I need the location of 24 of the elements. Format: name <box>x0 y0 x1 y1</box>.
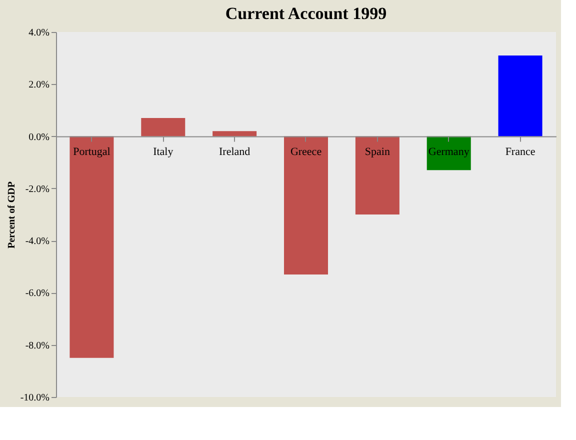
x-tick-label: Germany <box>428 146 470 158</box>
x-tick-label: France <box>505 146 536 158</box>
y-tick-label: -6.0% <box>25 288 50 300</box>
y-tick-label: 4.0% <box>28 28 50 38</box>
bar <box>426 136 471 170</box>
y-tick-label: -2.0% <box>25 184 50 195</box>
y-tick-label: 0.0% <box>28 132 50 143</box>
bar <box>284 136 328 274</box>
x-tick-label: Italy <box>153 146 174 158</box>
x-tick-label: Greece <box>290 146 322 158</box>
bar <box>498 55 542 136</box>
bar <box>355 136 400 214</box>
y-tick-label: -8.0% <box>25 340 50 352</box>
x-tick-label: Spain <box>364 146 390 158</box>
bar <box>141 118 186 136</box>
y-tick-label: -10.0% <box>20 392 50 404</box>
x-tick-label: Portugal <box>73 146 110 158</box>
y-tick-label: -4.0% <box>25 236 50 248</box>
chart-title: Current Account 1999 <box>225 4 387 23</box>
x-tick-label: Ireland <box>218 146 251 158</box>
bar <box>70 136 114 358</box>
bar <box>212 131 257 136</box>
y-tick-label: 2.0% <box>28 80 50 91</box>
y-axis-title: Percent of GDP <box>6 181 18 249</box>
